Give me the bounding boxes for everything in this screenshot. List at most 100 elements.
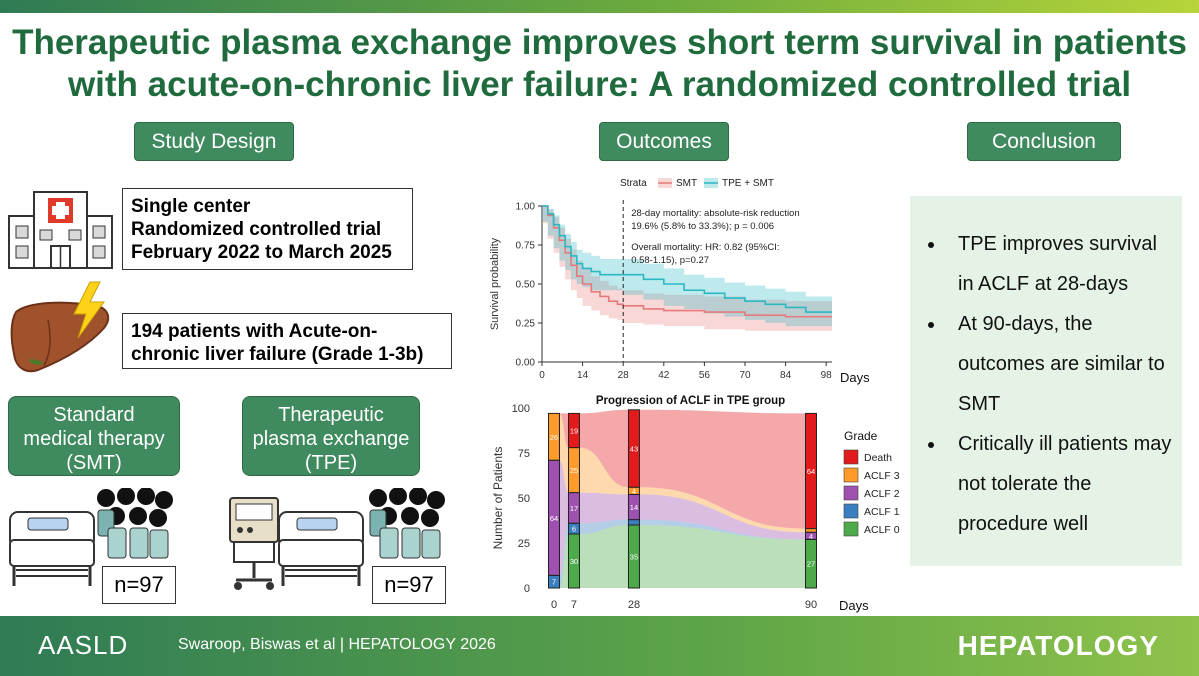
tpe-arm-label: Therapeutic plasma exchange (TPE) — [242, 396, 420, 476]
hospital-bed-icon-tpe — [278, 511, 364, 586]
footer-bar: AASLD Swaroop, Biswas et al | HEPATOLOGY… — [0, 616, 1199, 676]
flow-aclf-2 — [639, 494, 806, 540]
patients-line-2: chronic liver failure (Grade 1-3b) — [131, 344, 424, 365]
legend-swatch — [843, 449, 859, 465]
title-line-1: Therapeutic plasma exchange improves sho… — [12, 23, 1187, 62]
chart-title: Progression of ACLF in TPE group — [596, 395, 785, 407]
legend-label: ACLF 0 — [864, 524, 900, 536]
y-axis-label: Number of Patients — [491, 447, 505, 550]
flow-death — [639, 409, 806, 529]
flow-aclf-0 — [579, 525, 629, 588]
x-tick-label: 7 — [571, 599, 577, 611]
y-tick-label: 1.00 — [516, 202, 536, 213]
smt-n-box: n=97 — [102, 566, 176, 604]
hospital-bed-icon — [9, 511, 95, 586]
bar-value-label: 43 — [630, 445, 638, 454]
legend-title: Grade — [844, 429, 878, 443]
x-tick-label: 90 — [805, 599, 817, 611]
tpe-n-box: n=97 — [372, 566, 446, 604]
legend-label: ACLF 3 — [864, 470, 900, 482]
design-line-3: February 2022 to March 2025 — [131, 242, 392, 263]
smt-arm-label: Standard medical therapy (SMT) — [8, 396, 180, 476]
patients-group-icon — [97, 488, 173, 559]
conclusion-label: Conclusion — [992, 130, 1096, 153]
y-tick-label: 100 — [512, 403, 530, 415]
ci-band-smt — [542, 206, 832, 331]
legend-label: ACLF 1 — [864, 506, 900, 518]
design-box: Single center Randomized controlled tria… — [122, 188, 413, 270]
aasld-logo: AASLD — [38, 630, 128, 661]
aclf-progression-chart: Progression of ACLF in TPE group 0 25 50 75 1… — [491, 395, 900, 613]
x-axis-label: Days — [840, 370, 870, 385]
bar-value-label: 19 — [570, 427, 578, 436]
study-design-label: Study Design — [151, 130, 277, 153]
flow-aclf-2 — [579, 492, 629, 524]
y-tick-label: 0.25 — [516, 319, 536, 330]
smt-line-2: medical therapy — [23, 428, 165, 450]
tpe-line-1: Therapeutic — [278, 404, 384, 426]
tpe-n-value: n=97 — [384, 572, 434, 597]
stack-bar-death — [567, 412, 580, 449]
patients-box: 194 patients with Acute-on- chronic live… — [122, 313, 452, 369]
smt-line-1: Standard — [53, 404, 135, 426]
legend-swatch — [843, 467, 859, 483]
tpe-line-2: plasma exchange — [252, 428, 410, 450]
bar-value-label: 25 — [570, 466, 578, 475]
y-tick-label: 50 — [518, 493, 530, 505]
y-tick-label: 75 — [518, 448, 530, 460]
x-tick-label: 84 — [780, 370, 792, 381]
legend-title: Strata — [620, 178, 647, 189]
study-design-header: Study Design — [134, 122, 294, 161]
x-tick-label: 14 — [577, 370, 589, 381]
survival-line-smt — [542, 205, 832, 318]
bar-value-label: 6 — [572, 525, 576, 534]
outcomes-label: Outcomes — [616, 130, 712, 153]
citation: Swaroop, Biswas et al | HEPATOLOGY 2026 — [178, 636, 496, 653]
annotation-line: Overall mortality: HR: 0.82 (95%CI: — [631, 242, 779, 253]
flow-aclf-0 — [639, 525, 806, 588]
tpe-line-3: (TPE) — [304, 452, 358, 474]
flow-aclf-2 — [559, 460, 569, 576]
annotation-line: 0.58-1.15), p=0.27 — [631, 255, 709, 266]
plasma-exchange-machine-icon — [229, 497, 279, 590]
journal-name: HEPATOLOGY — [957, 630, 1159, 661]
x-tick-label: 56 — [699, 370, 711, 381]
bar-value-label: 17 — [570, 504, 578, 513]
survival-curve-chart: Strata SMT TPE + SMT 0.00 0.25 0.50 0.75 1.00 0 1… — [489, 178, 870, 385]
flow-aclf-3 — [639, 487, 806, 533]
poster-title: Therapeutic plasma exchange improves sho… — [0, 22, 1199, 106]
stack-bar-death — [627, 409, 640, 488]
legend-label: SMT — [676, 178, 697, 189]
bar-value-label: 7 — [552, 578, 556, 587]
y-tick-label: 0.00 — [516, 358, 536, 369]
bar-value-label: 27 — [807, 560, 815, 569]
conclusion-list: TPE improves survival in ACLF at 28-days… — [930, 224, 1172, 544]
y-axis-label: Survival probability — [489, 237, 501, 330]
flow-aclf-3 — [559, 413, 569, 493]
design-line-1: Single center — [131, 196, 251, 217]
flow-death — [579, 409, 629, 488]
design-line-2: Randomized controlled trial — [131, 219, 382, 240]
x-tick-label: 0 — [539, 370, 545, 381]
patients-group-icon-tpe — [369, 488, 445, 559]
bar-value-label: 64 — [807, 467, 815, 476]
flow-aclf-0 — [559, 534, 569, 588]
survival-line-tpe — [542, 205, 832, 313]
x-tick-label: 0 — [551, 599, 557, 611]
bar-value-label: 30 — [570, 557, 578, 566]
y-tick-label: 0 — [524, 583, 530, 595]
conclusion-header: Conclusion — [967, 122, 1121, 161]
conclusion-panel: TPE improves survival in ACLF at 28-days… — [910, 196, 1182, 566]
legend-label: Death — [864, 452, 892, 464]
legend-swatch — [843, 521, 859, 537]
smt-line-3: (SMT) — [66, 452, 122, 474]
stack-bar-aclf-3 — [548, 412, 560, 461]
ci-band-tpe — [542, 206, 832, 327]
top-accent-bar — [0, 0, 1199, 13]
y-tick-label: 0.50 — [516, 280, 536, 291]
legend-swatch — [843, 485, 859, 501]
aasld-logo-text: AASLD — [38, 630, 129, 660]
flow-death — [559, 413, 569, 448]
x-tick-label: 70 — [739, 370, 751, 381]
stack-bar-aclf-3 — [805, 528, 817, 533]
